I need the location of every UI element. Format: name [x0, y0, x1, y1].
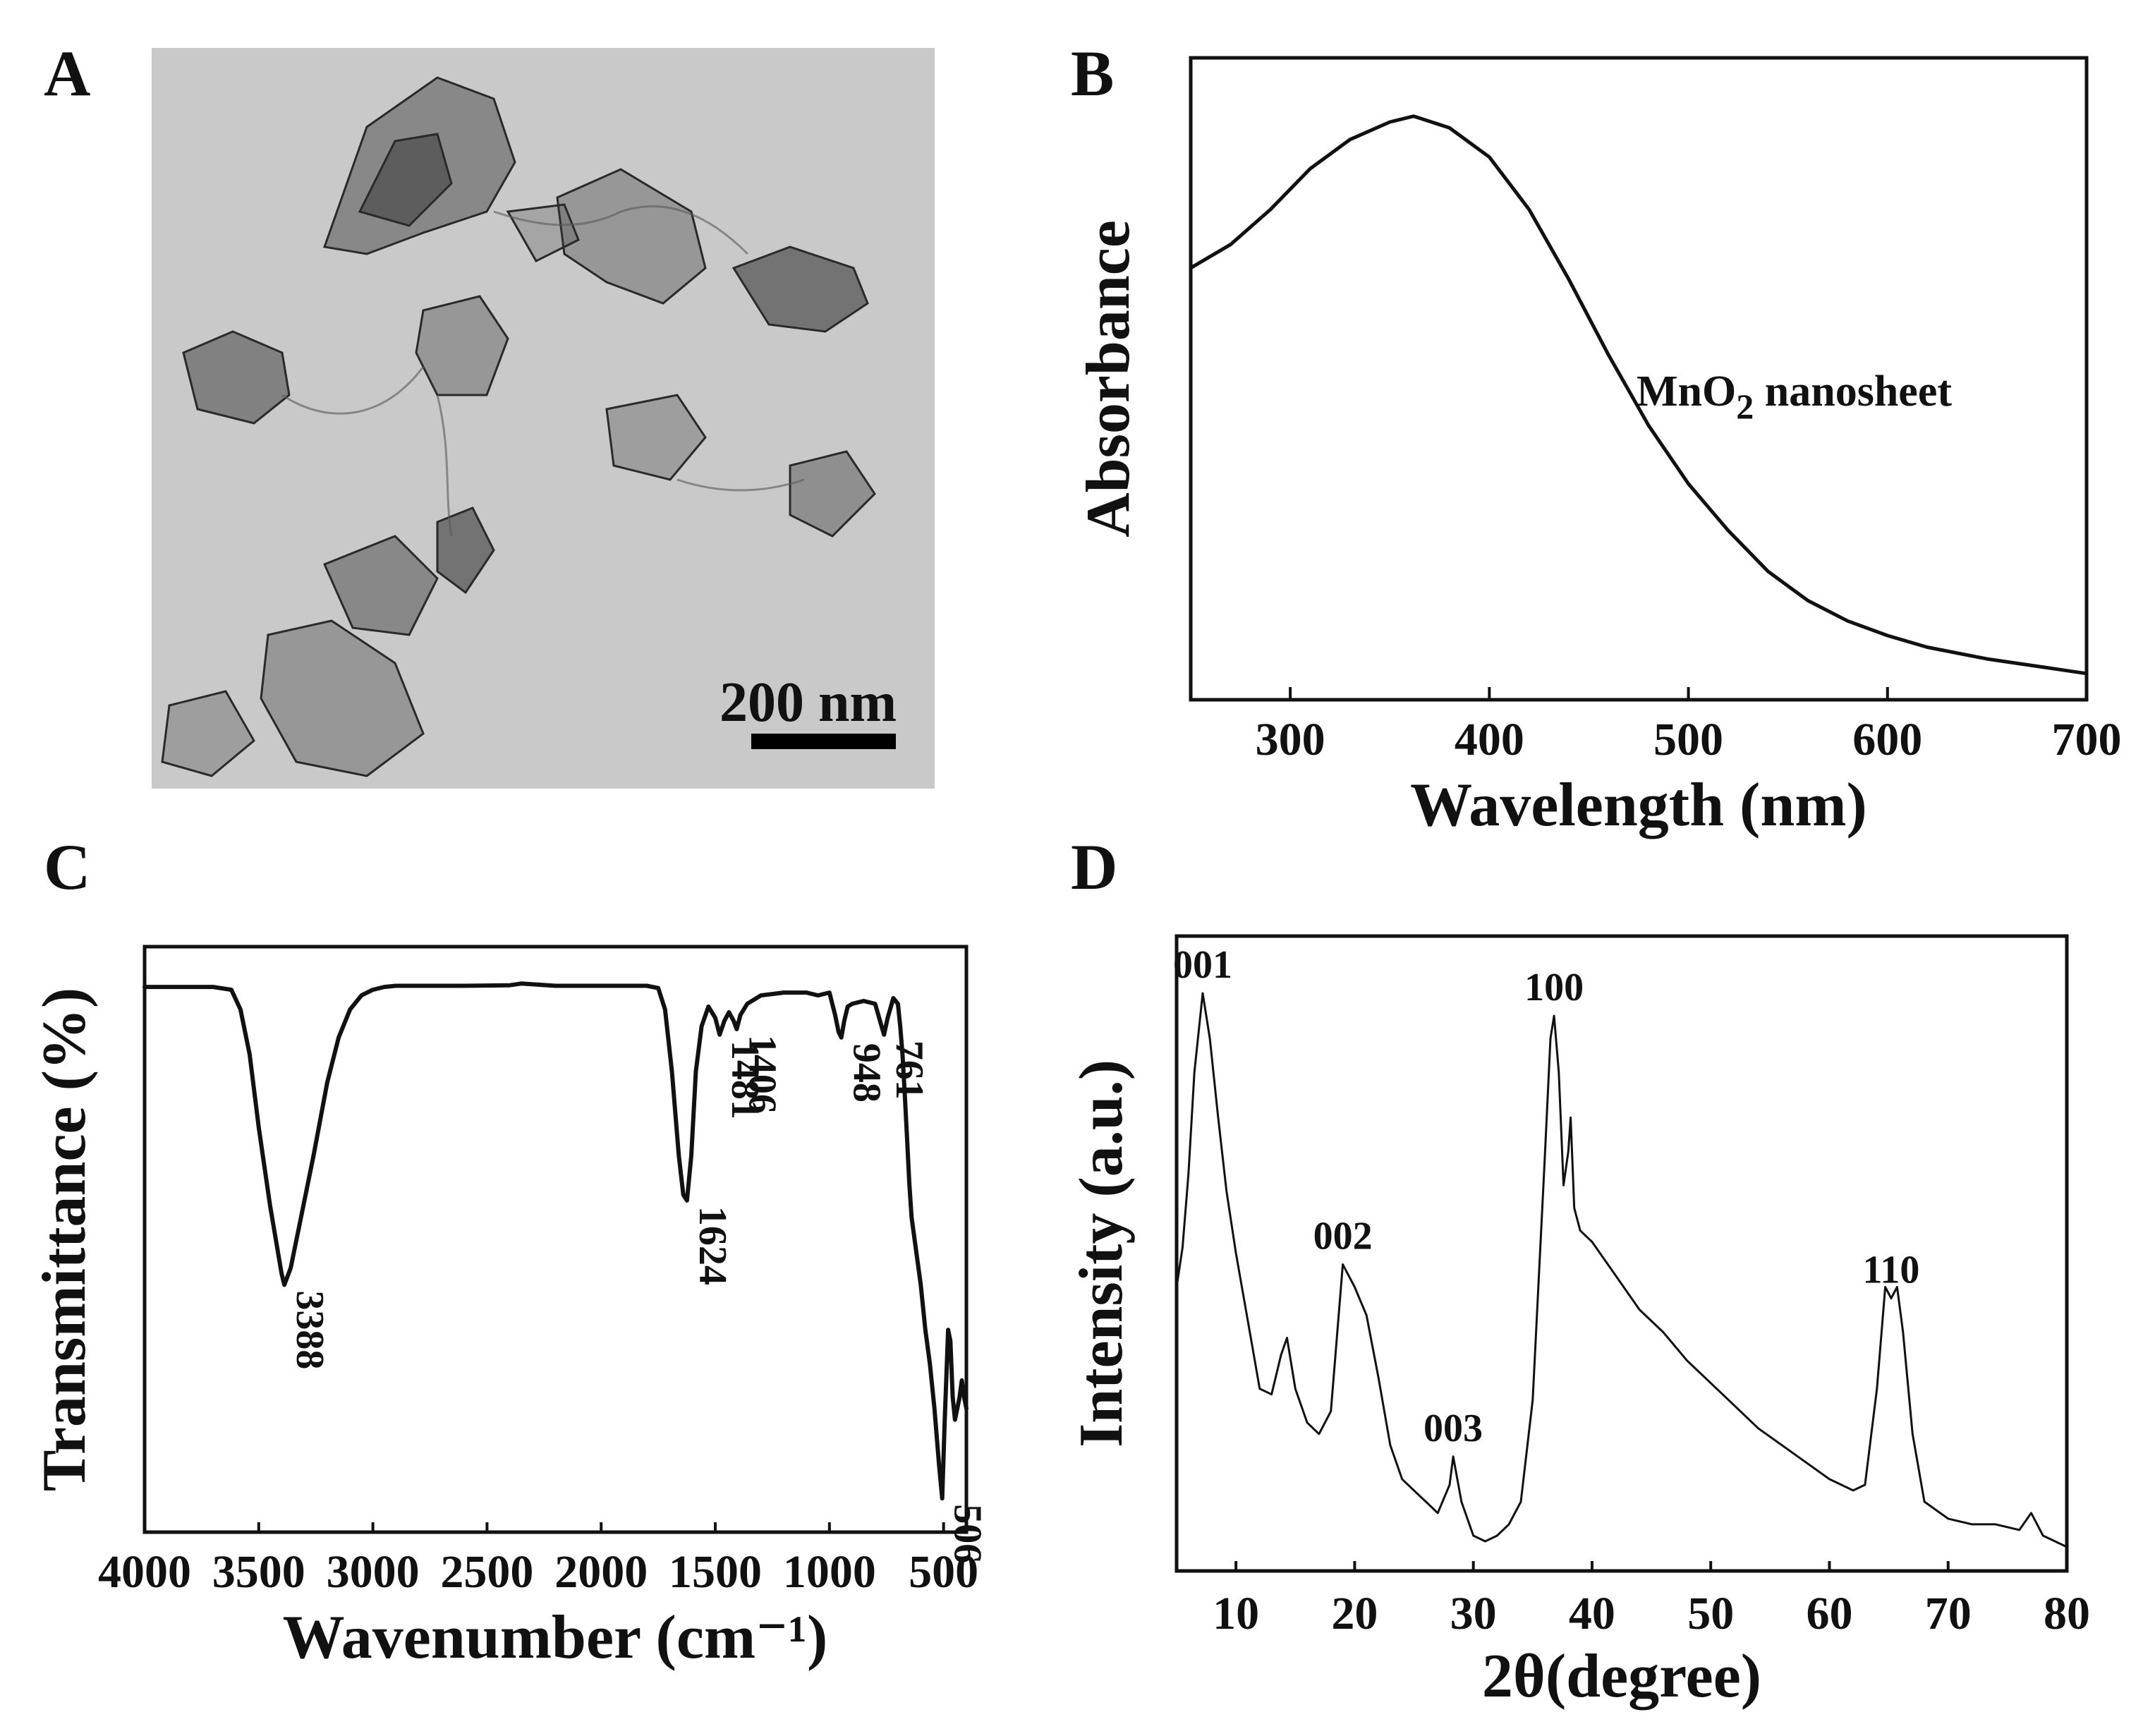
tem-flakes [161, 76, 876, 777]
x-tick-label: 2000 [554, 1546, 648, 1598]
peak-label: 761 [887, 1040, 931, 1100]
x-tick-label: 70 [1925, 1588, 1972, 1639]
panel-b-series-line [1189, 114, 2089, 676]
tem-flake [415, 295, 509, 396]
panel-c-frame [142, 945, 969, 1534]
x-tick-label: 300 [1256, 714, 1325, 765]
tem-membrane-line [493, 205, 749, 255]
peak-label: 3388 [288, 1290, 332, 1369]
panel-b-ticks: 300 400 500 600 700 [1256, 687, 2122, 765]
panel-d-frame [1174, 934, 2069, 1573]
x-tick-label: 600 [1852, 714, 1922, 765]
panel-d: D 10 20 30 40 50 60 70 80 001 002 003 100 110 2θ(de… [1067, 831, 2090, 1711]
peak-label: 948 [845, 1043, 889, 1103]
panel-c-ylabel: Transmittance (%) [30, 988, 99, 1491]
x-tick-label: 4000 [98, 1546, 191, 1598]
x-tick-label: 400 [1455, 714, 1524, 765]
x-tick-label: 60 [1806, 1588, 1852, 1639]
tem-flake [358, 133, 453, 227]
peak-label: 1624 [691, 1206, 734, 1285]
x-tick-label: 3000 [327, 1546, 420, 1598]
tem-flake [556, 168, 707, 305]
panel-d-ticks: 10 20 30 40 50 60 70 80 [1213, 1561, 2090, 1639]
tem-flake [605, 394, 707, 481]
x-tick-label: 20 [1331, 1588, 1378, 1639]
x-tick-label: 40 [1569, 1588, 1615, 1639]
peak-label: 100 [1524, 966, 1584, 1009]
x-tick-label: 2500 [440, 1546, 533, 1598]
panel-a: A [44, 37, 935, 789]
tem-flake [182, 330, 291, 425]
tem-image: 200 nm [152, 48, 935, 789]
tem-flake [161, 690, 255, 777]
peak-label: 1481 [723, 1040, 767, 1119]
scale-bar [751, 734, 896, 749]
panel-c-ticks: 4000 3500 3000 2500 2000 1500 1000 500 [98, 1522, 978, 1598]
x-tick-label: 50 [1687, 1588, 1734, 1639]
x-tick-label: 700 [2052, 714, 2122, 765]
panel-c-series-line [142, 981, 969, 1501]
panel-b-annotation: MnO2 nanosheet [1637, 368, 1952, 426]
tem-flake [732, 245, 869, 333]
tem-flake [322, 535, 439, 636]
tem-membrane-line [281, 366, 425, 415]
x-tick-label: 30 [1450, 1588, 1497, 1639]
x-tick-label: 1500 [669, 1546, 762, 1598]
panel-c-letter: C [44, 831, 90, 903]
x-tick-label: 3500 [212, 1546, 305, 1598]
tem-flake [260, 619, 425, 777]
panel-d-letter: D [1071, 831, 1117, 903]
panel-d-peak-labels: 001 002 003 100 110 [1173, 943, 1919, 1450]
tem-membrane-line [436, 394, 453, 537]
x-tick-label: 500 [909, 1546, 978, 1598]
panel-c: C 4000 3500 3000 2500 2000 1500 1000 500 3388 16… [30, 831, 990, 1672]
panel-d-xlabel: 2θ(degree) [1482, 1642, 1761, 1711]
peak-label: 002 [1313, 1214, 1373, 1258]
tem-background [152, 48, 935, 789]
x-tick-label: 1000 [783, 1546, 876, 1598]
panel-b-letter: B [1071, 37, 1114, 109]
tem-flake [789, 450, 876, 538]
peak-label: 003 [1423, 1407, 1483, 1450]
tem-membrane-line [676, 478, 805, 492]
peak-label: 506 [946, 1504, 990, 1563]
panel-b-frame [1189, 56, 2089, 702]
peak-label: 1406 [740, 1035, 784, 1114]
panel-a-letter: A [44, 37, 90, 109]
tem-flake [506, 203, 580, 262]
panel-b-xlabel: Wavelength (nm) [1410, 771, 1867, 839]
peak-label: 001 [1173, 943, 1232, 987]
scale-bar-label: 200 nm [720, 672, 897, 734]
tem-membrane-lines [281, 205, 805, 537]
panel-b-ylabel: Absorbance [1074, 220, 1143, 538]
panel-b: B 300 400 500 600 700 MnO2 nanosheet Wavelen… [1071, 37, 2122, 839]
peak-label: 110 [1863, 1249, 1920, 1292]
panel-c-xlabel: Wavenumber (cm⁻¹) [283, 1603, 828, 1672]
panel-d-ylabel: Intensity (a.u.) [1067, 1060, 1136, 1447]
x-tick-label: 500 [1653, 714, 1723, 765]
x-tick-label: 80 [2044, 1588, 2090, 1639]
x-tick-label: 10 [1213, 1588, 1259, 1639]
panel-d-series-line [1175, 992, 2068, 1548]
